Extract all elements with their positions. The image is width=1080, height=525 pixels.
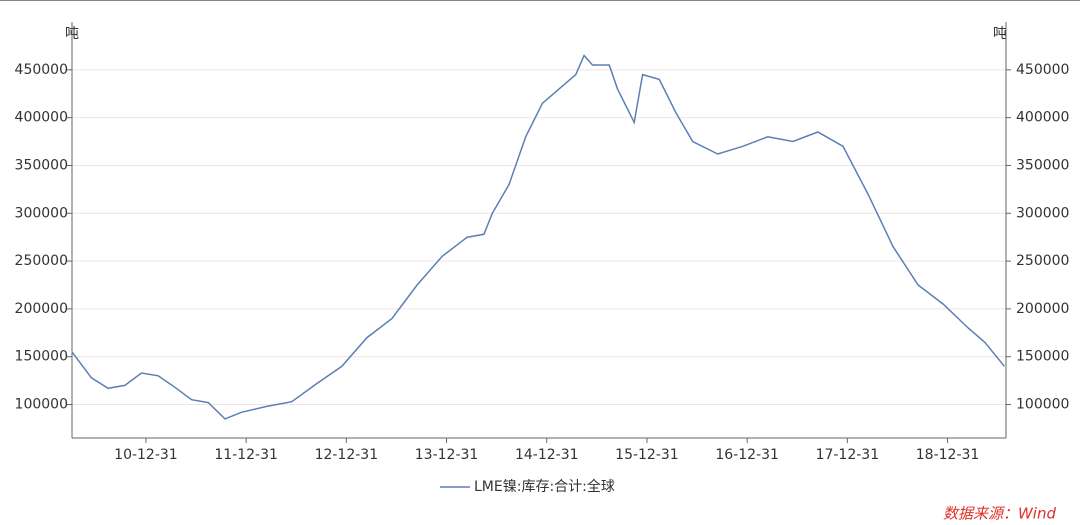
- source: 数据来源：Wind: [943, 505, 1057, 523]
- y-tick-label: 350000: [15, 157, 68, 173]
- x-tick-label: 18-12-31: [916, 447, 980, 463]
- x-tick-label: 12-12-31: [315, 447, 379, 463]
- x-tick-label: 11-12-31: [214, 447, 278, 463]
- y2-tick-label: 300000: [1016, 205, 1069, 221]
- legend-label: LME镍:库存:合计:全球: [474, 478, 615, 495]
- x-tick-label: 10-12-31: [114, 447, 178, 463]
- y-tick-label: 150000: [15, 349, 68, 365]
- x-tick-label: 17-12-31: [816, 447, 880, 463]
- y2-tick-label: 350000: [1016, 157, 1069, 173]
- y2-tick-label: 200000: [1016, 301, 1069, 317]
- y-tick-label: 450000: [15, 62, 68, 78]
- y-tick-label: 400000: [15, 110, 68, 126]
- y2-tick-label: 250000: [1016, 253, 1069, 269]
- x-tick-label: 13-12-31: [415, 447, 479, 463]
- x-tick-label: 14-12-31: [515, 447, 579, 463]
- y-tick-label: 200000: [15, 301, 68, 317]
- y-tick-label: 300000: [15, 205, 68, 221]
- x-tick-label: 16-12-31: [715, 447, 779, 463]
- y2-tick-label: 150000: [1016, 349, 1069, 365]
- y2-tick-label: 100000: [1016, 397, 1069, 413]
- y-tick-label: 250000: [15, 253, 68, 269]
- y2-tick-label: 450000: [1016, 62, 1069, 78]
- x-tick-label: 15-12-31: [615, 447, 679, 463]
- series-line: [71, 54, 1005, 420]
- y-tick-label: 100000: [15, 397, 68, 413]
- y2-unit: 吨: [993, 26, 1007, 42]
- y2-tick-label: 400000: [1016, 110, 1069, 126]
